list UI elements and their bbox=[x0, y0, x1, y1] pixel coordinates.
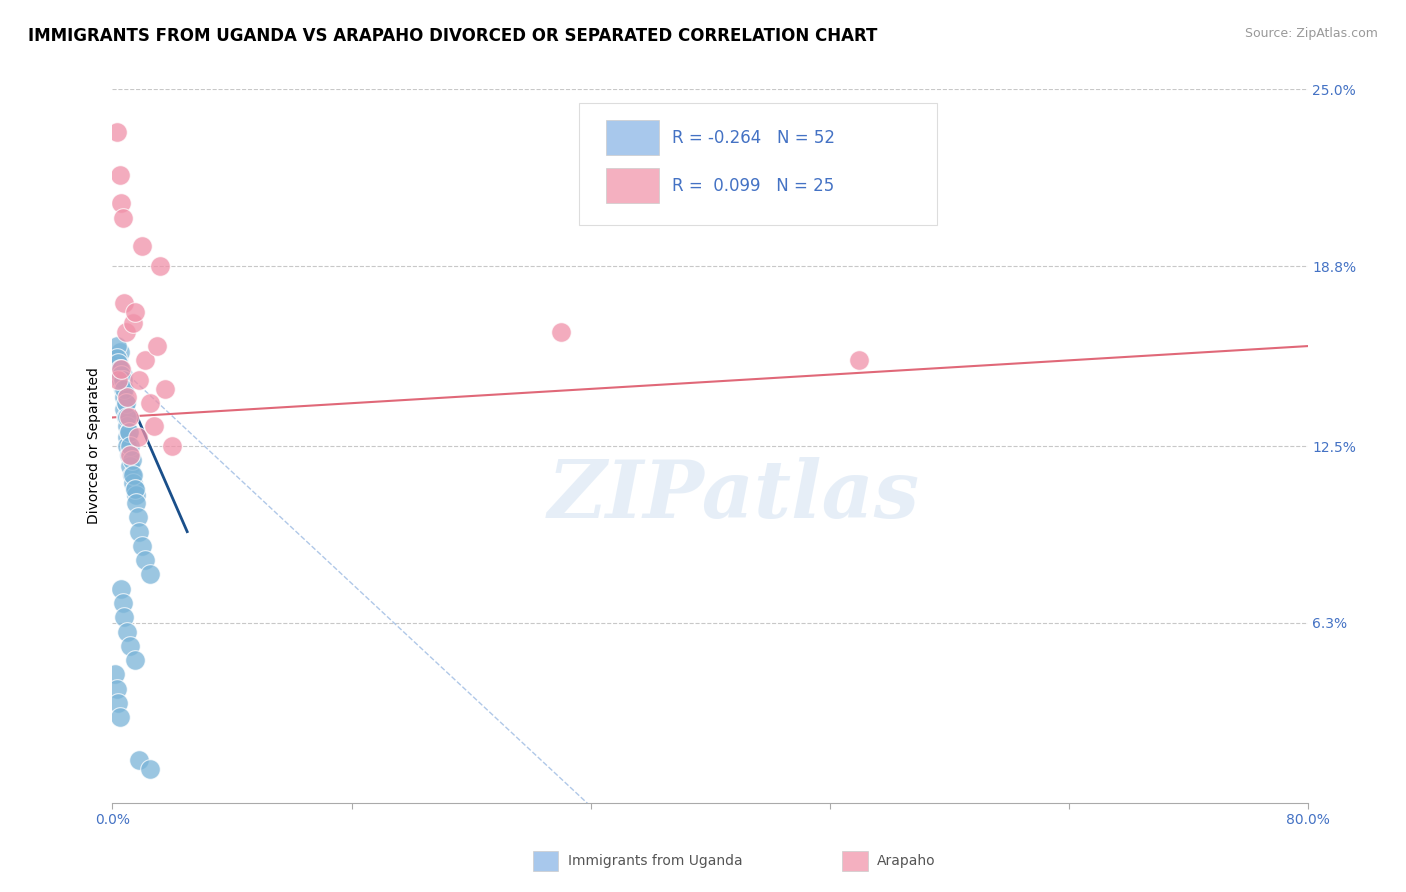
Point bbox=[125, 487, 148, 501]
Point bbox=[139, 567, 162, 582]
Point bbox=[105, 125, 128, 139]
Point bbox=[139, 762, 162, 776]
Point bbox=[143, 419, 166, 434]
Point bbox=[117, 410, 139, 425]
Point bbox=[110, 373, 132, 387]
Point bbox=[124, 305, 146, 319]
Point bbox=[120, 639, 142, 653]
Point bbox=[110, 368, 132, 382]
Point bbox=[117, 419, 139, 434]
Point bbox=[131, 239, 153, 253]
Point bbox=[111, 373, 134, 387]
Point bbox=[121, 467, 143, 482]
Text: IMMIGRANTS FROM UGANDA VS ARAPAHO DIVORCED OR SEPARATED CORRELATION CHART: IMMIGRANTS FROM UGANDA VS ARAPAHO DIVORC… bbox=[28, 27, 877, 45]
Point bbox=[107, 356, 129, 370]
Point bbox=[114, 382, 135, 396]
Point bbox=[124, 482, 146, 496]
Point bbox=[105, 339, 128, 353]
Point bbox=[107, 373, 129, 387]
FancyBboxPatch shape bbox=[606, 168, 658, 203]
Point bbox=[110, 196, 132, 211]
Point bbox=[111, 211, 134, 225]
Point bbox=[108, 710, 131, 724]
Point bbox=[110, 582, 132, 596]
FancyBboxPatch shape bbox=[579, 103, 938, 225]
Point bbox=[146, 339, 169, 353]
Point bbox=[114, 610, 135, 624]
Point bbox=[124, 653, 146, 667]
Point bbox=[550, 325, 572, 339]
FancyBboxPatch shape bbox=[606, 120, 658, 155]
Point bbox=[108, 168, 131, 182]
Point bbox=[110, 362, 132, 376]
Point bbox=[128, 753, 150, 767]
Point bbox=[120, 448, 142, 462]
Point bbox=[127, 430, 149, 444]
Text: R =  0.099   N = 25: R = 0.099 N = 25 bbox=[672, 177, 834, 194]
Point bbox=[115, 396, 138, 410]
Point bbox=[128, 524, 150, 539]
Point bbox=[122, 476, 145, 491]
Point bbox=[139, 396, 162, 410]
Point bbox=[114, 401, 135, 416]
Point bbox=[105, 351, 128, 365]
Point bbox=[134, 353, 156, 368]
Point bbox=[117, 439, 139, 453]
Point bbox=[153, 382, 176, 396]
Point bbox=[104, 667, 127, 681]
Point bbox=[117, 430, 139, 444]
Point bbox=[128, 373, 150, 387]
Text: ZIPatlas: ZIPatlas bbox=[548, 458, 920, 534]
Point bbox=[848, 353, 870, 368]
Point bbox=[118, 410, 141, 425]
Point bbox=[120, 439, 142, 453]
Point bbox=[111, 596, 134, 610]
Text: Arapaho: Arapaho bbox=[877, 854, 936, 868]
Point bbox=[108, 362, 131, 376]
Point bbox=[122, 316, 145, 330]
Point bbox=[117, 624, 139, 639]
Point bbox=[115, 396, 138, 410]
Point bbox=[105, 681, 128, 696]
Point bbox=[125, 496, 148, 510]
Point bbox=[118, 448, 141, 462]
Point bbox=[117, 391, 139, 405]
Point bbox=[115, 410, 138, 425]
Text: R = -0.264   N = 52: R = -0.264 N = 52 bbox=[672, 128, 835, 146]
Point bbox=[131, 539, 153, 553]
Point bbox=[122, 467, 145, 482]
Point bbox=[134, 553, 156, 567]
Point bbox=[107, 353, 129, 368]
Point bbox=[111, 368, 134, 382]
Point bbox=[118, 425, 141, 439]
Point bbox=[110, 362, 132, 376]
Point bbox=[108, 344, 131, 359]
Point bbox=[114, 391, 135, 405]
Y-axis label: Divorced or Separated: Divorced or Separated bbox=[87, 368, 101, 524]
Point bbox=[118, 425, 141, 439]
Point bbox=[127, 510, 149, 524]
Point bbox=[107, 696, 129, 710]
Point bbox=[114, 296, 135, 310]
Point bbox=[124, 482, 146, 496]
Point bbox=[120, 458, 142, 473]
Text: Source: ZipAtlas.com: Source: ZipAtlas.com bbox=[1244, 27, 1378, 40]
Point bbox=[162, 439, 183, 453]
Text: Immigrants from Uganda: Immigrants from Uganda bbox=[568, 854, 742, 868]
Point bbox=[121, 453, 143, 467]
Point bbox=[111, 382, 134, 396]
Point bbox=[149, 259, 172, 273]
Point bbox=[115, 325, 138, 339]
